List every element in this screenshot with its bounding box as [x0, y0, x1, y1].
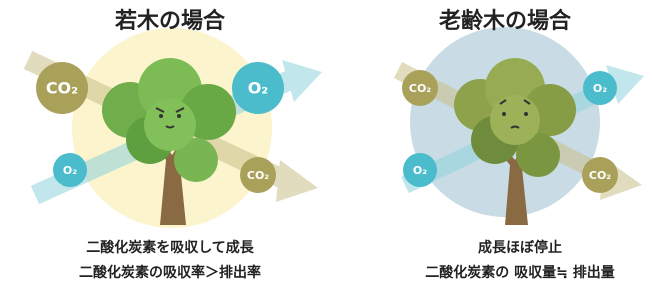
bubble-label: O₂ — [413, 164, 427, 177]
shape-circle — [159, 114, 163, 118]
caption: 二酸化炭素の吸収率＞排出率 — [79, 264, 261, 281]
young-tree-panel: 若木の場合 CO₂ O₂ O₂ CO₂ 二酸化炭素を吸収して成長 二酸化炭素の吸… — [28, 8, 322, 281]
bubble-label: CO₂ — [589, 169, 611, 182]
panel-title: 老齢木の場合 — [438, 8, 572, 34]
panel-title: 若木の場合 — [115, 8, 226, 34]
shape-circle — [490, 95, 540, 145]
shape-circle — [502, 112, 506, 116]
caption: 二酸化炭素の 吸収量≒ 排出量 — [425, 264, 614, 281]
arrow-head — [276, 160, 318, 202]
shape-circle — [144, 99, 196, 151]
bubble-label: CO₂ — [409, 82, 431, 95]
caption: 二酸化炭素を吸収して成長 — [86, 239, 255, 256]
bubble-label: O₂ — [248, 79, 269, 98]
arrow-head — [282, 60, 322, 102]
diagram: 若木の場合 CO₂ O₂ O₂ CO₂ 二酸化炭素を吸収して成長 二酸化炭素の吸… — [0, 0, 653, 290]
bubble-label: CO₂ — [46, 79, 78, 98]
bubble-label: O₂ — [63, 164, 77, 177]
shape-circle — [524, 112, 528, 116]
caption: 成長ほぼ停止 — [478, 239, 562, 256]
old-tree-panel: 老齢木の場合 CO₂ O₂ O₂ CO₂ 成長ほぼ停止 二酸化炭素の 吸収量≒ … — [398, 8, 644, 281]
bubble-label: O₂ — [593, 82, 607, 95]
shape-circle — [177, 114, 181, 118]
bubble-label: CO₂ — [247, 169, 269, 182]
